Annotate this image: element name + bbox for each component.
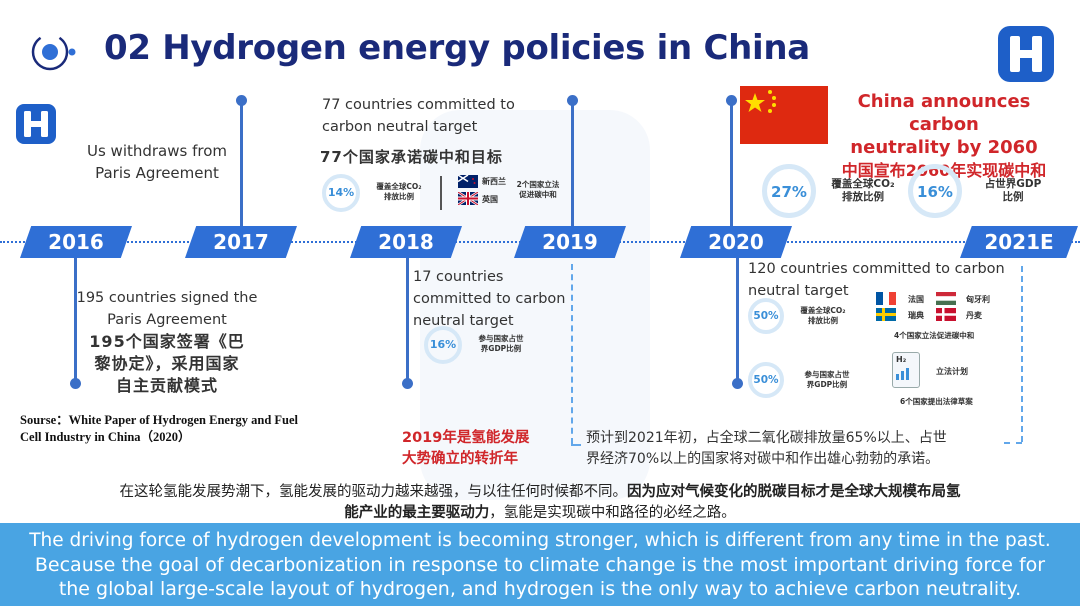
event-2018-top-cn: 77个国家承诺碳中和目标 bbox=[320, 148, 503, 166]
source-line: Cell Industry in China（2020） bbox=[20, 430, 191, 444]
note-2021: 预计到2021年初，占全球二氧化碳排放量65%以上、占世 界经济70%以上的国家… bbox=[586, 430, 947, 467]
legislation-document-icon: H₂ bbox=[892, 352, 920, 388]
event-text-en: 120 countries committed to carbon bbox=[748, 261, 1005, 277]
bar-chart-icon bbox=[896, 368, 909, 380]
ring-50-co2: 50% bbox=[748, 298, 784, 334]
year-2019: 2019 bbox=[514, 226, 626, 258]
summary-en-banner: The driving force of hydrogen developmen… bbox=[0, 523, 1080, 606]
ring-27-label: 覆盖全球CO₂ 排放比例 bbox=[831, 178, 895, 203]
hungary-flag-icon bbox=[936, 292, 956, 305]
year-2016: 2016 bbox=[20, 226, 132, 258]
year-2017: 2017 bbox=[185, 226, 297, 258]
divider bbox=[440, 176, 442, 210]
france-flag-icon bbox=[876, 292, 896, 305]
china-flag-icon bbox=[740, 86, 828, 144]
dashed-connector-2019 bbox=[571, 264, 573, 444]
event-text-cn: 黎协定》，采用国家 bbox=[94, 354, 240, 373]
ring-16-label: 参与国家占世 界GDP比例 bbox=[478, 334, 524, 353]
header-emblem bbox=[22, 33, 78, 71]
headline-en: China announces carbon bbox=[857, 91, 1031, 135]
ring-27: 27% bbox=[762, 164, 816, 218]
summary-en-line: The driving force of hydrogen developmen… bbox=[29, 530, 1051, 551]
connector-2017 bbox=[240, 100, 243, 226]
sweden-flag-icon bbox=[876, 308, 896, 321]
connector-dot bbox=[567, 95, 578, 106]
dashed-link bbox=[1004, 442, 1022, 444]
event-2017: Us withdraws from Paris Agreement bbox=[82, 140, 232, 184]
event-text-en: 77 countries committed to bbox=[322, 97, 515, 113]
uk-flag-icon bbox=[458, 192, 478, 205]
summary-en-line: Because the goal of decarbonization in r… bbox=[34, 554, 1046, 576]
connector-2016 bbox=[74, 258, 77, 384]
h-logo-icon bbox=[1010, 36, 1042, 72]
dashed-link bbox=[571, 444, 581, 446]
connector-dot bbox=[402, 378, 413, 389]
year-2020: 2020 bbox=[680, 226, 792, 258]
event-text-en: 17 countries bbox=[413, 269, 504, 285]
flag-label: 瑞典 bbox=[908, 311, 924, 320]
flag-label: 英国 bbox=[482, 195, 498, 204]
summary-en-line: the global large-scale layout of hydroge… bbox=[58, 578, 1022, 600]
page-title: 02 Hydrogen energy policies in China bbox=[104, 28, 810, 68]
year-2018: 2018 bbox=[350, 226, 462, 258]
connector-2020-bottom bbox=[736, 258, 739, 384]
event-text-en: 195 countries signed the bbox=[76, 290, 258, 306]
event-2018-bottom: 17 countries committed to carbon neutral… bbox=[413, 266, 565, 332]
ring-16-gdp: 16% bbox=[908, 164, 962, 218]
orbit-icon bbox=[31, 33, 76, 71]
flag-label: 法国 bbox=[908, 295, 924, 304]
flag-label: 丹麦 bbox=[966, 311, 982, 320]
event-2020-bottom: 120 countries committed to carbon neutra… bbox=[748, 258, 1005, 302]
plan-caption: 6个国家提出法律草案 bbox=[900, 397, 973, 406]
event-text-en: neutral target bbox=[413, 313, 514, 329]
new-zealand-flag-icon bbox=[458, 175, 478, 188]
connector-dot bbox=[732, 378, 743, 389]
connector-2019 bbox=[571, 100, 574, 226]
denmark-flag-icon bbox=[936, 308, 956, 321]
flag-label: 匈牙利 bbox=[966, 295, 990, 304]
ring-14-label: 覆盖全球CO₂ 排放比例 bbox=[376, 182, 422, 201]
brand-logo-right bbox=[998, 26, 1054, 82]
headline-en: neutrality by 2060 bbox=[850, 137, 1038, 158]
ring-50-gdp: 50% bbox=[748, 362, 784, 398]
source-line: Sourse：White Paper of Hydrogen Energy an… bbox=[20, 413, 299, 427]
flags-caption: 4个国家立法促进碳中和 bbox=[894, 331, 975, 340]
connector-2018 bbox=[406, 258, 409, 384]
ring-16-gdp-label: 占世界GDP 比例 bbox=[984, 178, 1042, 203]
h-logo-icon bbox=[24, 111, 48, 137]
brand-logo-left bbox=[16, 104, 56, 144]
event-text-en: Paris Agreement bbox=[107, 312, 227, 328]
dashed-connector-2021 bbox=[1021, 266, 1023, 442]
note-2019: 2019年是氢能发展 大势确立的转折年 bbox=[402, 430, 530, 467]
ring-50-gdp-label: 参与国家占世 界GDP比例 bbox=[804, 370, 850, 389]
plan-label: 立法计划 bbox=[936, 367, 968, 376]
event-2016: 195 countries signed the Paris Agreement… bbox=[70, 287, 264, 397]
flag-label: 新西兰 bbox=[482, 177, 506, 186]
ring-16: 16% bbox=[424, 326, 462, 364]
event-text-en: committed to carbon bbox=[413, 291, 566, 307]
connector-dot bbox=[726, 95, 737, 106]
summary-cn: 在这轮氢能发展势潮下，氢能发展的驱动力越来越强，与以往任何时候都不同。因为应对气… bbox=[119, 484, 961, 521]
event-text-en: carbon neutral target bbox=[322, 119, 478, 135]
event-2020-headline: China announces carbon neutrality by 206… bbox=[824, 90, 1064, 182]
source-note: Sourse：White Paper of Hydrogen Energy an… bbox=[20, 412, 298, 446]
ring-50-co2-label: 覆盖全球CO₂ 排放比例 bbox=[800, 306, 846, 325]
connector-2020-top bbox=[730, 100, 733, 226]
connector-dot bbox=[236, 95, 247, 106]
event-text-cn: 195个国家签署《巴 bbox=[89, 332, 245, 351]
event-text-cn: 自主贡献模式 bbox=[115, 376, 218, 395]
event-text: Us withdraws from bbox=[86, 142, 228, 160]
flags-caption: 2个国家立法 促进碳中和 bbox=[516, 180, 560, 199]
event-2018-top: 77 countries committed to carbon neutral… bbox=[322, 94, 515, 138]
event-text: Paris Agreement bbox=[95, 164, 219, 182]
ring-14: 14% bbox=[322, 174, 360, 212]
event-text-en: neutral target bbox=[748, 283, 849, 299]
connector-dot bbox=[70, 378, 81, 389]
year-2021e: 2021E bbox=[960, 226, 1078, 258]
